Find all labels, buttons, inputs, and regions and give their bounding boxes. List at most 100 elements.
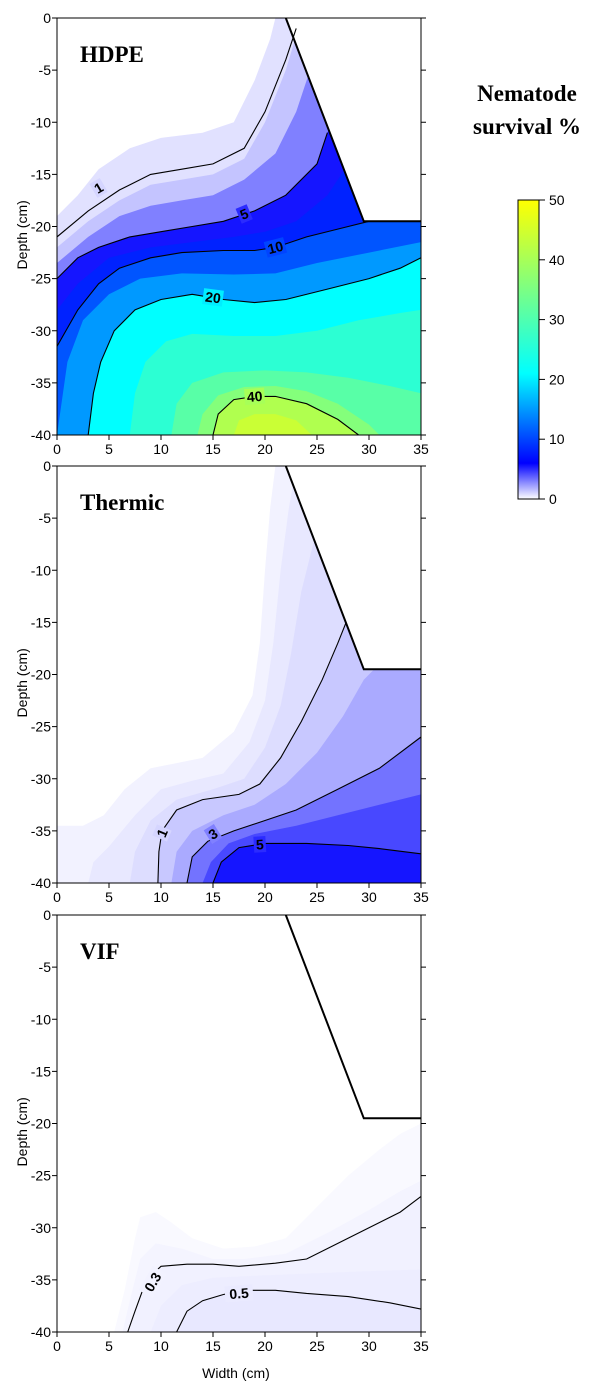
bed-mask bbox=[285, 915, 421, 1119]
colorbar-tick-label: 10 bbox=[549, 431, 565, 447]
contour-label-bg bbox=[263, 237, 288, 258]
bed-mask bbox=[285, 466, 421, 670]
contour-label-bg bbox=[202, 288, 224, 307]
bed-outline bbox=[284, 17, 421, 223]
contour-label-group: 1 bbox=[89, 177, 108, 198]
panel-thermic: 1 350-5-10-15-20-25-30-35-400 5 10 15 20 25 30 3… bbox=[14, 458, 429, 905]
y-tick-label: -5 bbox=[39, 959, 52, 975]
contour-label-group: 3 bbox=[203, 824, 223, 844]
colorbar-gradient bbox=[517, 199, 540, 500]
heatmap-band bbox=[213, 843, 421, 883]
y-tick-label: -10 bbox=[31, 1011, 51, 1027]
y-tick-label: -15 bbox=[31, 166, 51, 182]
x-tick-label: 10 bbox=[153, 889, 169, 905]
y-tick-label: -20 bbox=[31, 219, 51, 235]
contour-label-bg bbox=[138, 1265, 167, 1299]
contour-label: 5 bbox=[255, 836, 264, 852]
x-tick-label: 25 bbox=[309, 889, 325, 905]
y-tick-label: -35 bbox=[31, 823, 51, 839]
x-tick-label: 10 bbox=[153, 441, 169, 457]
x-tick-label: 25 bbox=[309, 1338, 325, 1354]
contour-label-group: 10 bbox=[263, 237, 288, 258]
y-tick-label: -5 bbox=[39, 62, 52, 78]
y-tick-label: -25 bbox=[31, 271, 51, 287]
contour-label-bg bbox=[89, 177, 108, 198]
contour-label: 0.5 bbox=[229, 1285, 250, 1303]
contour-label-group: 0.5 bbox=[224, 1284, 254, 1303]
colorbar-tick-label: 30 bbox=[549, 312, 565, 328]
y-tick-label: 0 bbox=[43, 907, 51, 923]
heatmap-field bbox=[57, 915, 421, 1332]
contour-lines: 1 3 5 bbox=[152, 622, 421, 883]
y-tick-label: -30 bbox=[31, 323, 51, 339]
contour-line-5 bbox=[57, 132, 328, 279]
panel-vif: 0.3 0.50-5-10-15-20-25-30-35-400 5 10 15 20 25… bbox=[14, 907, 429, 1354]
y-axis-title: Depth (cm) bbox=[14, 1097, 30, 1166]
x-tick-label: 25 bbox=[309, 441, 325, 457]
contour-label-group: 5 bbox=[253, 836, 267, 853]
colorbar-tick-label: 0 bbox=[549, 491, 557, 507]
contour-line-1 bbox=[57, 28, 297, 238]
contour-line-3 bbox=[186, 736, 421, 883]
bed-mask bbox=[285, 18, 421, 222]
x-tick-label: 35 bbox=[413, 441, 429, 457]
colorbar: Nematode survival % 50 40 30 20 10 0 bbox=[473, 81, 581, 507]
y-axis-title: Depth (cm) bbox=[14, 648, 30, 717]
contour-label-bg bbox=[235, 204, 253, 224]
x-tick-label: 0 bbox=[53, 441, 61, 457]
y-tick-label: -25 bbox=[31, 1168, 51, 1184]
contour-label: 40 bbox=[246, 388, 263, 405]
y-tick-label: -20 bbox=[31, 1116, 51, 1132]
colorbar-title-line1: Nematode bbox=[477, 81, 577, 106]
contour-line-0.5 bbox=[176, 1289, 421, 1332]
y-tick-label: 0 bbox=[43, 458, 51, 474]
y-tick-label: -15 bbox=[31, 614, 51, 630]
y-tick-label: -15 bbox=[31, 1063, 51, 1079]
contour-label-group: 20 bbox=[202, 288, 224, 307]
contour-label-bg bbox=[152, 824, 172, 842]
colorbar-tick-label: 40 bbox=[549, 252, 565, 268]
x-tick-label: 35 bbox=[413, 889, 429, 905]
x-tick-label: 15 bbox=[205, 441, 221, 457]
bed-outline bbox=[284, 914, 421, 1120]
y-tick-label: -40 bbox=[31, 1324, 51, 1340]
heatmap-band bbox=[233, 414, 312, 435]
colorbar-tick-label: 50 bbox=[549, 192, 565, 208]
x-tick-label: 20 bbox=[257, 441, 273, 457]
contour-label-group: 40 bbox=[244, 387, 266, 406]
x-tick-label: 20 bbox=[257, 1338, 273, 1354]
contour-label-group: 5 bbox=[235, 204, 253, 224]
x-tick-label: 5 bbox=[105, 889, 113, 905]
contour-label: 20 bbox=[204, 288, 222, 306]
panel-title: HDPE bbox=[80, 42, 144, 67]
x-tick-label: 15 bbox=[205, 889, 221, 905]
x-tick-label: 15 bbox=[205, 1338, 221, 1354]
contour-label: 10 bbox=[266, 238, 285, 257]
contour-label-bg bbox=[203, 824, 223, 844]
colorbar-title-line2: survival % bbox=[473, 114, 581, 139]
colorbar-tick-label: 20 bbox=[549, 371, 565, 387]
y-tick-label: -30 bbox=[31, 1220, 51, 1236]
x-tick-label: 30 bbox=[361, 441, 377, 457]
y-axis-title: Depth (cm) bbox=[14, 200, 30, 269]
y-tick-label: -35 bbox=[31, 1272, 51, 1288]
contour-line-40 bbox=[212, 395, 359, 435]
x-tick-label: 0 bbox=[53, 889, 61, 905]
heatmap-field bbox=[57, 18, 421, 435]
contour-lines: 1 5 10 20 40 bbox=[57, 28, 421, 435]
panel-title: VIF bbox=[80, 939, 120, 964]
x-tick-label: 30 bbox=[361, 1338, 377, 1354]
contour-label-group: 1 bbox=[152, 824, 172, 842]
contour-label-bg bbox=[253, 836, 267, 853]
y-tick-label: 0 bbox=[43, 10, 51, 26]
x-tick-label: 30 bbox=[361, 889, 377, 905]
y-tick-label: -10 bbox=[31, 562, 51, 578]
panel-title: Thermic bbox=[80, 490, 164, 515]
y-tick-label: -10 bbox=[31, 114, 51, 130]
x-tick-label: 0 bbox=[53, 1338, 61, 1354]
x-tick-label: 10 bbox=[153, 1338, 169, 1354]
y-tick-label: -40 bbox=[31, 875, 51, 891]
x-axis-title: Width (cm) bbox=[202, 1365, 270, 1381]
